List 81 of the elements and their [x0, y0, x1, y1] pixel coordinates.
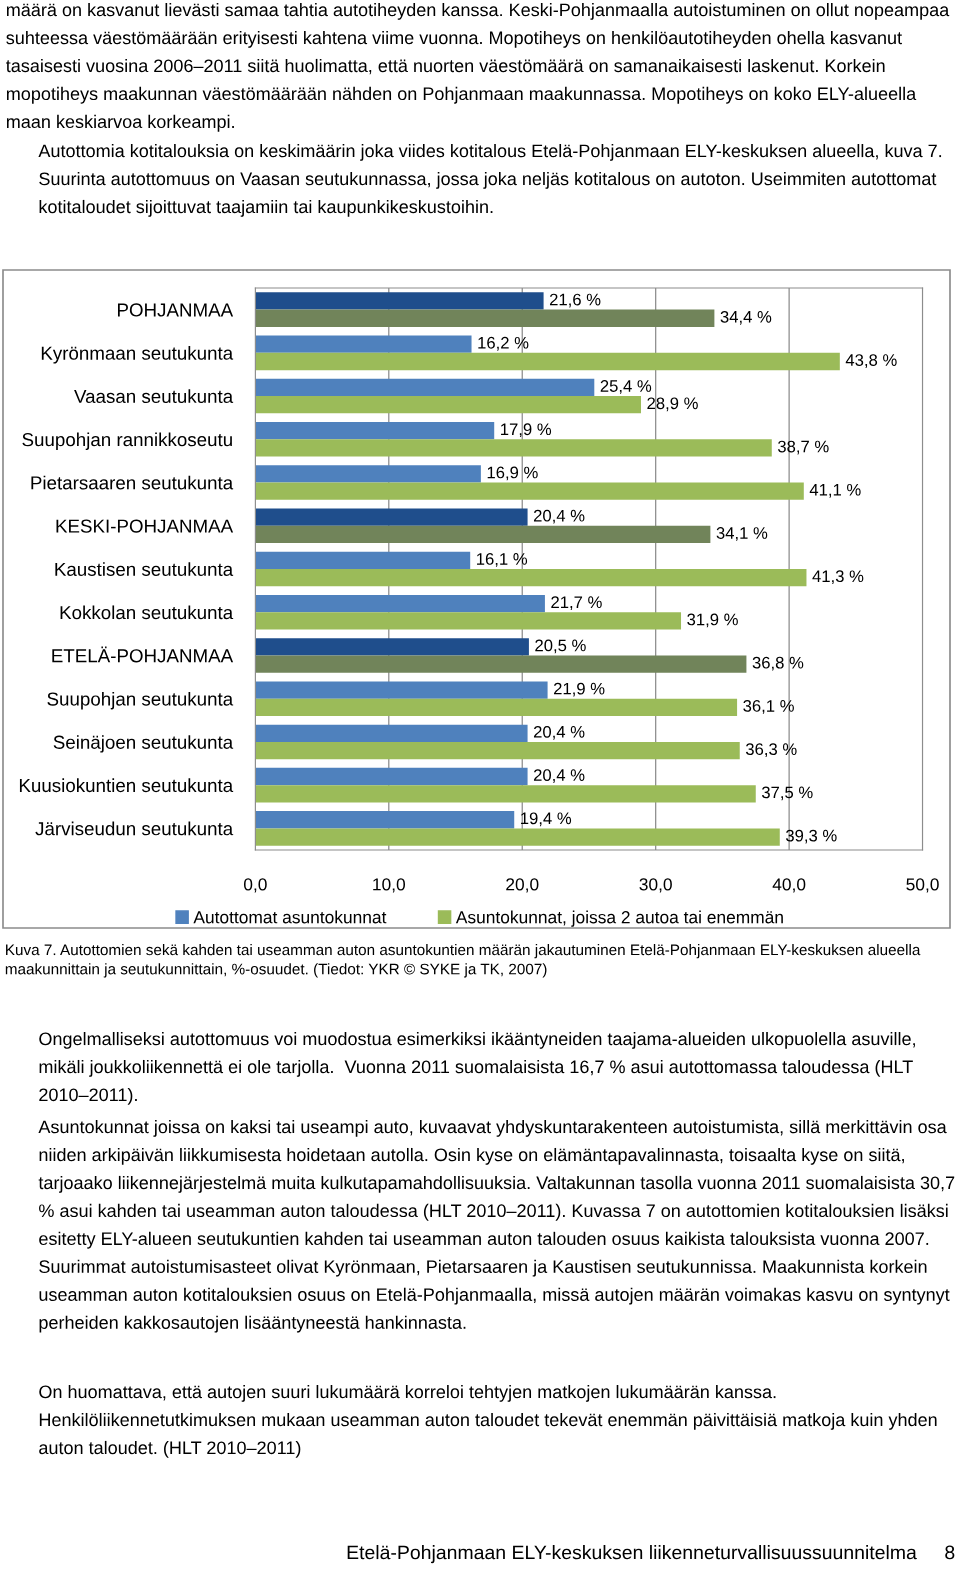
bar — [255, 638, 529, 656]
x-tick-label: 20,0 — [506, 878, 539, 893]
text: määrä on kasvanut lievästi samaa tahtia autotiheyden kanssa. Keski-Pohjanmaalla autoistuminen on ollut nopeampaa suhteessa väestömäärään erityisesti kahtena viime vuonna. Mopotiheys on henkilöautotiheyden ohella kasvanut tasaisesti vuosina 2006–2011 siitä huolimatta, että nuorten väestömäärä on samanaikaisesti laskenut. Korkein mopotiheys maakunnan väestömäärään nähden on Pohjanmaan maakunnassa. Mopotiheys on koko ELY-alueella maan keskiarvoa korkeampi. — [6, 3, 950, 132]
x-tick-label: 10,0 — [373, 878, 406, 893]
data-label: 38,7 % — [777, 440, 829, 455]
x-tick-label: 0,0 — [243, 878, 267, 893]
y-tick-label: Kaustisen seutukunta — [55, 562, 234, 576]
bar — [255, 655, 747, 673]
text: Asuntokunnat joissa on kaksi tai useampi auto, kuvaavat yhdyskuntarakenteen autoistumista, sillä merkittävin osa niiden arkipäivän liikkumisesta hoidetaan autolla. Osin kyse on elämäntapavalinnasta, toisaalta kyse on siitä, tarjoaako liikennejärjestelmä muita kulkutapamahdollisuuksia. Valtakunnan tasolla vuonna 2011 suomalaisista 30,7 % asui kahden tai useamman auton taloudessa (HLT 2010–2011). Kuvassa 7 on autottomien kotitalouksien lisäksi esitetty ELY-alueen seutukuntien kahden tai useamman auton talouden osuus kaikista talouksista vuonna 2007. Suurimmat autoistumisasteet olivat Kyrönmaan, Pietarsaaren ja Kaustisen seutukunnissa. Maakunnista korkein useamman auton kotitalouksien osuus on Etelä-Pohjanmaalla, missä autojen määrän voimakas kasvu on syntynyt perheiden kakkosautojen lisääntyneestä hankinnasta. — [38, 1120, 955, 1333]
data-label: 34,4 % — [720, 310, 772, 325]
x-tick-label: 30,0 — [639, 878, 672, 893]
bar — [255, 525, 711, 544]
data-label: 41,1 % — [809, 483, 861, 498]
bar — [255, 767, 528, 786]
legend-label: Asuntokunnat, joissa 2 autoa tai enemmän — [455, 910, 783, 927]
data-label: 19,4 % — [521, 812, 572, 827]
bar — [255, 594, 545, 613]
bar — [255, 551, 471, 569]
bar — [255, 482, 804, 500]
text: Autottomia kotitalouksia on keskimäärin joka viides kotitalous Etelä-Pohjanmaan ELY-keskuksen alueella, kuva 7. Suurinta autottomuus on Vaasan seutukunnassa, jossa joka neljäs kotitalous on autoton. Useimmiten autottomat kotitaloudet sijoittuvat taajamiin tai kaupunkikeskustoihin. — [38, 144, 942, 217]
x-tick-label: 40,0 — [772, 878, 806, 893]
bar — [255, 465, 481, 483]
bar — [255, 396, 641, 414]
bar — [255, 785, 756, 803]
bar — [255, 352, 840, 371]
y-tick-label: KESKI-POHJANMAA — [56, 519, 234, 533]
y-tick-label: Kokkolan seutukunta — [60, 605, 234, 620]
data-label: 43,8 % — [845, 354, 897, 368]
legend-label: Autottomat asuntokunnat — [193, 910, 387, 924]
data-label: 21,6 % — [549, 293, 601, 308]
bar — [255, 569, 807, 587]
data-label: 20,4 % — [533, 725, 585, 740]
y-tick-label: Suupohjan seutukunta — [47, 691, 234, 710]
data-label: 16,2 % — [478, 336, 529, 351]
bar — [255, 724, 528, 742]
bar — [255, 741, 740, 760]
y-tick-label: Seinäjoen seutukunta — [53, 735, 234, 753]
y-tick-label: Suupohjan rannikkoseutu — [22, 432, 232, 450]
data-label: 20,4 % — [533, 509, 585, 524]
data-label: 31,9 % — [687, 613, 738, 628]
data-label: 16,9 % — [487, 466, 538, 481]
bar — [255, 309, 715, 327]
text: Ongelmalliseksi autottomuus voi muodostua esimerkiksi ikääntyneiden taajama-alueiden ulkopuolella asuville, mikäli joukkoliikennettä ei ole tarjolla. Vuonna 2011 suomalaisista 16,7 % asui autottomassa taloudessa (HLT 2010–2011). — [39, 1032, 915, 1105]
y-tick-label: Järviseudun seutukunta — [35, 821, 234, 836]
data-label: 28,9 % — [647, 397, 698, 412]
y-tick-label: Kyrönmaan seutukunta — [41, 346, 234, 364]
bar — [255, 681, 548, 699]
data-label: 37,5 % — [761, 786, 813, 801]
data-label: 36,8 % — [752, 656, 804, 671]
bar — [255, 698, 738, 716]
data-label: 39,3 % — [785, 829, 837, 844]
data-label: 17,9 % — [501, 423, 552, 438]
data-label: 20,5 % — [535, 639, 586, 654]
bar — [255, 612, 682, 630]
data-label: 16,1 % — [477, 553, 528, 567]
text: Etelä-Pohjanmaan ELY-keskuksen liikenneturvallisuussuunnitelma — [347, 1545, 917, 1564]
bar — [255, 292, 544, 310]
bar — [255, 828, 780, 846]
y-tick-label: Vaasan seutukunta — [74, 389, 234, 404]
bar — [255, 378, 595, 397]
y-tick-label: POHJANMAA — [117, 303, 234, 317]
y-tick-label: Kuusiokuntien seutukunta — [19, 778, 234, 793]
data-label: 20,4 % — [533, 769, 585, 783]
bar — [255, 335, 472, 353]
data-label: 34,1 % — [716, 527, 768, 541]
bar — [255, 439, 772, 457]
data-label: 21,7 % — [551, 596, 602, 611]
text: 8 — [945, 1545, 955, 1560]
y-tick-label: Pietarsaaren seutukunta — [31, 475, 234, 490]
text: Kuva 7. Autottomien sekä kahden tai useamman auton asuntokuntien määrän jakautuminen Etelä-Pohjanmaan ELY-keskuksen alueella maakunnittain ja seutukunnittain, %-osuudet. (Tiedot: YKR © SYKE ja TK, 2007) — [5, 944, 921, 978]
bar — [255, 422, 495, 440]
bar — [255, 811, 515, 829]
y-tick-label: ETELÄ-POHJANMAA — [52, 646, 234, 663]
data-label: 21,9 % — [553, 682, 605, 697]
x-tick-label: 50,0 — [906, 878, 939, 893]
text: On huomattava, että autojen suuri lukumäärä korreloi tehtyjen matkojen lukumäärän kanssa. Henkilöliikennetutkimuksen mukaan useamman auton taloudet tekevät enemmän päivittäisiä matkoja kuin yhden auton taloudet. (HLT 2010–2011) — [39, 1385, 937, 1458]
data-label: 36,1 % — [743, 700, 794, 714]
data-label: 25,4 % — [600, 380, 652, 394]
data-label: 36,3 % — [745, 743, 797, 758]
bar — [255, 508, 528, 526]
data-label: 41,3 % — [812, 570, 864, 585]
